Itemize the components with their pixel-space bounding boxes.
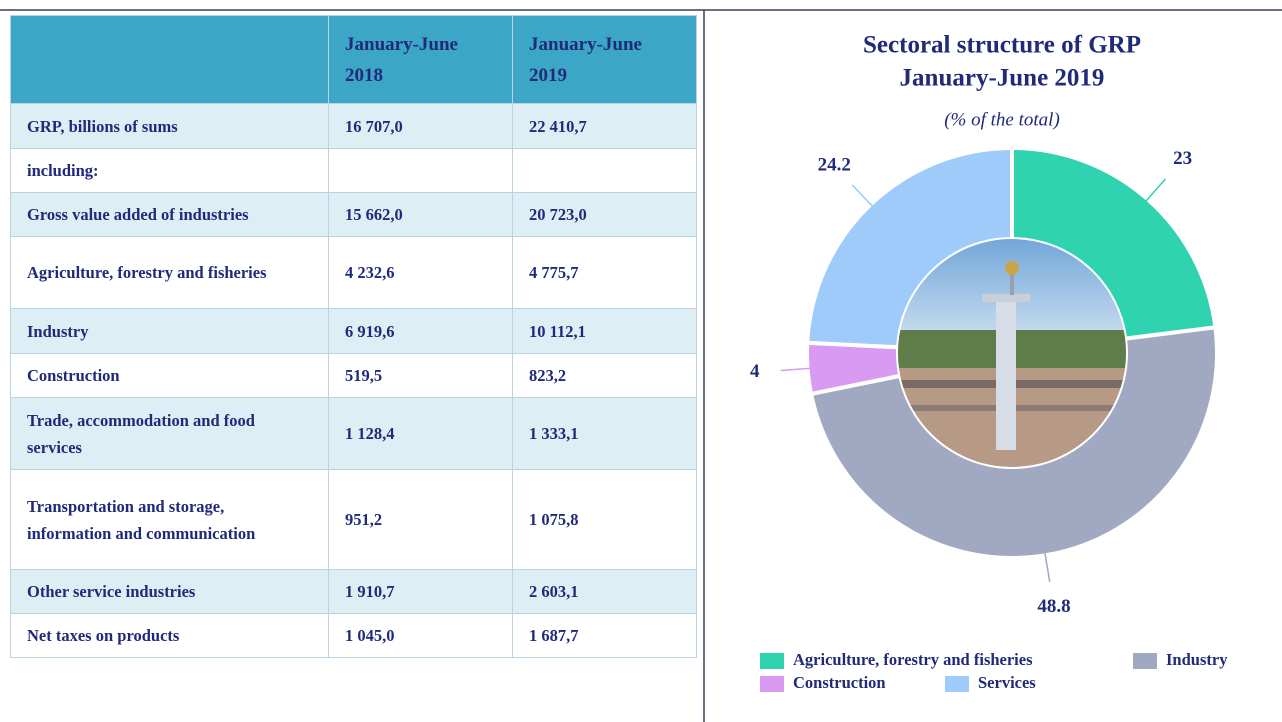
row-label: Construction [11, 354, 329, 398]
header-cell [11, 16, 329, 104]
chart-title: January-June 2019 [900, 65, 1105, 92]
page: {"table": {"header": ["January-June 2018… [0, 0, 1282, 722]
table-row: including: [11, 149, 697, 193]
cell-value: 1 075,8 [513, 470, 697, 570]
cell-value: 22 410,7 [513, 104, 697, 149]
cell-value: 1 128,4 [329, 398, 513, 470]
legend-label: Construction [793, 673, 886, 692]
chart-title: Sectoral structure of GRP [863, 32, 1141, 59]
cell-value: 15 662,0 [329, 193, 513, 237]
cell-value: 823,2 [513, 354, 697, 398]
legend-label: Industry [1166, 650, 1228, 669]
legend-swatch [760, 653, 784, 669]
cell-value: 20 723,0 [513, 193, 697, 237]
donut-slice [1012, 148, 1215, 339]
row-label: Other service industries [11, 570, 329, 614]
table-row: Transportation and storage, information … [11, 470, 697, 570]
header-cell: January-June 2019 [513, 16, 697, 104]
leader-line [852, 185, 874, 208]
header-row: January-June 2018 January-June 2019 [11, 16, 697, 104]
chart-subtitle: (% of the total) [944, 109, 1060, 130]
row-label: Gross value added of industries [11, 193, 329, 237]
cell-value: 1 687,7 [513, 614, 697, 658]
cell-value: 16 707,0 [329, 104, 513, 149]
legend-swatch [760, 676, 784, 692]
cell-value: 4 232,6 [329, 237, 513, 309]
leader-line [1045, 550, 1050, 582]
data-label: 23 [1173, 148, 1192, 169]
legend-label: Services [978, 673, 1036, 692]
donut-slice [807, 148, 1012, 347]
cell-value: 1 333,1 [513, 398, 697, 470]
row-label: Agriculture, forestry and fisheries [11, 237, 329, 309]
leader-line [1144, 179, 1165, 203]
data-table: January-June 2018 January-June 2019 GRP,… [10, 15, 697, 658]
row-label: Trade, accommodation and food services [11, 398, 329, 470]
cell-value [513, 149, 697, 193]
center-photo [890, 235, 1140, 478]
cell-value: 2 603,1 [513, 570, 697, 614]
cell-value: 10 112,1 [513, 309, 697, 354]
cell-value: 519,5 [329, 354, 513, 398]
data-label: 48.8 [1037, 596, 1070, 617]
cell-value: 6 919,6 [329, 309, 513, 354]
cell-value [329, 149, 513, 193]
data-label: 24.2 [818, 154, 851, 175]
data-label: 4 [750, 361, 760, 382]
donut-slice [811, 327, 1217, 558]
legend-label: Agriculture, forestry and fisheries [793, 650, 1033, 669]
legend-swatch [1133, 653, 1157, 669]
legend-swatch [945, 676, 969, 692]
cell-value: 951,2 [329, 470, 513, 570]
row-label: including: [11, 149, 329, 193]
cell-value: 1 910,7 [329, 570, 513, 614]
row-label: Net taxes on products [11, 614, 329, 658]
header-cell: January-June 2018 [329, 16, 513, 104]
donut-slice [807, 343, 900, 394]
cell-value: 4 775,7 [513, 237, 697, 309]
row-label: Industry [11, 309, 329, 354]
row-label: Transportation and storage, information … [11, 470, 329, 570]
row-label: GRP, billions of sums [11, 104, 329, 149]
cell-value: 1 045,0 [329, 614, 513, 658]
leader-line [781, 368, 813, 370]
